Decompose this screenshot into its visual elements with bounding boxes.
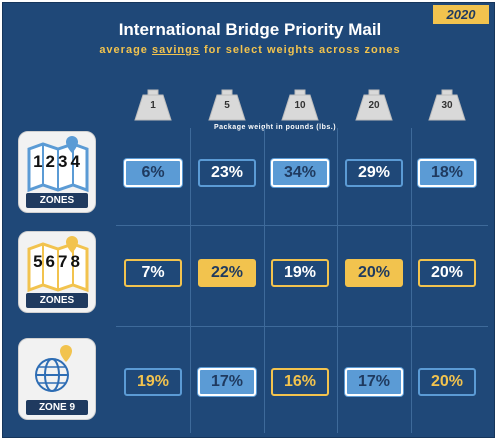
zone-tag: ZONES — [26, 193, 88, 208]
globe-pin-icon — [35, 345, 72, 392]
savings-cell: 19% — [271, 259, 329, 287]
savings-cell: 20% — [418, 259, 476, 287]
zone-tag: ZONE 9 — [26, 400, 88, 415]
savings-cell: 20% — [345, 259, 403, 287]
zone-card-5-8: 5678 ZONES — [18, 231, 96, 313]
weight-icon-30: 30 — [427, 88, 467, 122]
savings-cell: 17% — [198, 368, 256, 396]
x-axis-label: Package weight in pounds (lbs.) — [213, 124, 337, 131]
zone-card-1-4: 1234 ZONES — [18, 131, 96, 213]
weight-label: 30 — [441, 100, 453, 111]
savings-cell: 29% — [345, 159, 403, 187]
zone-numbers: 1234 — [33, 152, 83, 171]
savings-cell: 19% — [124, 368, 182, 396]
grid-divider — [411, 128, 412, 433]
savings-cell: 23% — [198, 159, 256, 187]
grid-divider — [337, 128, 338, 433]
weight-icon-1: 1 — [133, 88, 173, 122]
weight-label: 10 — [294, 100, 306, 111]
weight-icon-20: 20 — [354, 88, 394, 122]
weight-label: 1 — [150, 100, 156, 111]
zone-tag: ZONES — [26, 293, 88, 308]
savings-cell: 20% — [418, 368, 476, 396]
zone-card-9: ZONE 9 — [18, 338, 96, 420]
savings-cell: 18% — [418, 159, 476, 187]
grid-divider — [190, 128, 191, 433]
chart-title: International Bridge Priority Mail — [118, 20, 382, 39]
grid-divider — [116, 225, 488, 226]
year-badge: 2020 — [433, 5, 489, 24]
grid-divider — [264, 128, 265, 433]
savings-cell: 17% — [345, 368, 403, 396]
grid-divider — [116, 326, 488, 327]
savings-cell: 6% — [124, 159, 182, 187]
weight-label: 5 — [224, 100, 230, 111]
folded-map-icon — [27, 136, 89, 193]
savings-cell: 7% — [124, 259, 182, 287]
chart-subtitle: average savings for select weights acros… — [99, 44, 401, 56]
weight-label: 20 — [368, 100, 380, 111]
weight-icon-10: 10 — [280, 88, 320, 122]
folded-map-icon — [27, 236, 89, 293]
weight-icon-5: 5 — [207, 88, 247, 122]
savings-cell: 22% — [198, 259, 256, 287]
zone-numbers: 5678 — [33, 252, 83, 271]
savings-cell: 16% — [271, 368, 329, 396]
savings-cell: 34% — [271, 159, 329, 187]
